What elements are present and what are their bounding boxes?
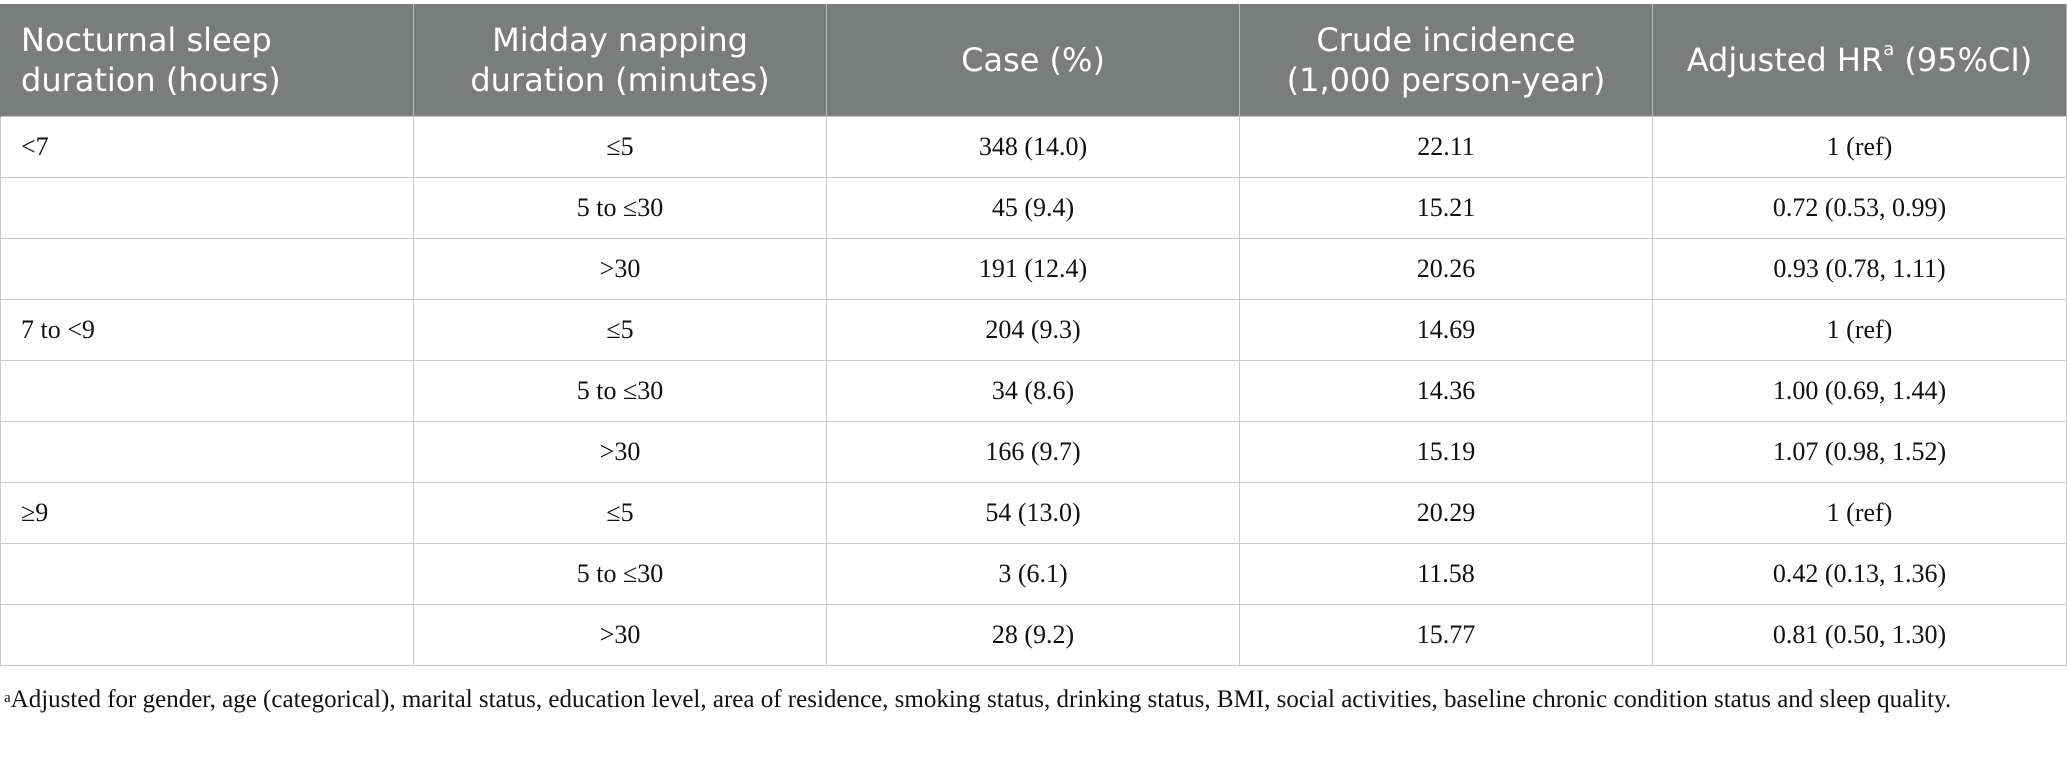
table-footnote: aAdjusted for gender, age (categorical),… [4, 682, 2054, 718]
cell-crude-incidence: 14.36 [1239, 359, 1653, 422]
cell-case: 166 (9.7) [826, 420, 1240, 483]
header-case-percent: Case (%) [826, 4, 1240, 116]
cell-adjusted-hr: 0.72 (0.53, 0.99) [1652, 176, 2067, 239]
cell-napping-duration: ≤5 [413, 115, 827, 178]
cell-adjusted-hr: 1 (ref) [1652, 115, 2067, 178]
cell-case: 191 (12.4) [826, 237, 1240, 300]
header-line: duration (hours) [21, 60, 281, 99]
cell-adjusted-hr: 1 (ref) [1652, 298, 2067, 361]
cell-nocturnal-sleep [0, 603, 414, 666]
table-row: >30 28 (9.2) 15.77 0.81 (0.50, 1.30) [0, 603, 2067, 666]
table-row: ≥9 ≤5 54 (13.0) 20.29 1 (ref) [0, 481, 2067, 544]
header-line: Crude incidence [1316, 20, 1576, 59]
cell-case: 348 (14.0) [826, 115, 1240, 178]
header-line: Midday napping [492, 20, 748, 59]
table-row: >30 166 (9.7) 15.19 1.07 (0.98, 1.52) [0, 420, 2067, 483]
cell-adjusted-hr: 1.07 (0.98, 1.52) [1652, 420, 2067, 483]
cell-nocturnal-sleep [0, 420, 414, 483]
cell-case: 54 (13.0) [826, 481, 1240, 544]
header-line: (1,000 person-year) [1286, 60, 1606, 99]
table-row: 5 to ≤30 34 (8.6) 14.36 1.00 (0.69, 1.44) [0, 359, 2067, 422]
cell-nocturnal-sleep [0, 176, 414, 239]
header-line: Case (%) [961, 40, 1105, 79]
header-midday-napping: Midday napping duration (minutes) [413, 4, 827, 116]
cell-napping-duration: >30 [413, 603, 827, 666]
cell-case: 3 (6.1) [826, 542, 1240, 605]
cell-adjusted-hr: 0.93 (0.78, 1.11) [1652, 237, 2067, 300]
footnote-marker: a [4, 690, 11, 706]
cell-crude-incidence: 22.11 [1239, 115, 1653, 178]
cell-crude-incidence: 11.58 [1239, 542, 1653, 605]
cell-case: 28 (9.2) [826, 603, 1240, 666]
cell-nocturnal-sleep: ≥9 [0, 481, 414, 544]
cell-adjusted-hr: 0.81 (0.50, 1.30) [1652, 603, 2067, 666]
table-row: 5 to ≤30 3 (6.1) 11.58 0.42 (0.13, 1.36) [0, 542, 2067, 605]
header-crude-incidence: Crude incidence (1,000 person-year) [1239, 4, 1653, 116]
cell-case: 34 (8.6) [826, 359, 1240, 422]
header-row: Nocturnal sleep duration (hours) Midday n… [0, 4, 2067, 116]
table-row: >30 191 (12.4) 20.26 0.93 (0.78, 1.11) [0, 237, 2067, 300]
header-line: Nocturnal sleep [21, 20, 272, 59]
cell-adjusted-hr: 1 (ref) [1652, 481, 2067, 544]
cell-nocturnal-sleep [0, 542, 414, 605]
table-header: Nocturnal sleep duration (hours) Midday n… [0, 4, 2067, 116]
cell-napping-duration: ≤5 [413, 298, 827, 361]
cell-crude-incidence: 20.29 [1239, 481, 1653, 544]
table-row: <7 ≤5 348 (14.0) 22.11 1 (ref) [0, 115, 2067, 178]
cell-napping-duration: 5 to ≤30 [413, 176, 827, 239]
table-row: 5 to ≤30 45 (9.4) 15.21 0.72 (0.53, 0.99) [0, 176, 2067, 239]
header-line: duration (minutes) [470, 60, 770, 99]
cell-nocturnal-sleep: 7 to <9 [0, 298, 414, 361]
cell-napping-duration: 5 to ≤30 [413, 359, 827, 422]
cell-napping-duration: 5 to ≤30 [413, 542, 827, 605]
cell-crude-incidence: 14.69 [1239, 298, 1653, 361]
cell-adjusted-hr: 0.42 (0.13, 1.36) [1652, 542, 2067, 605]
header-superscript: a [1883, 39, 1895, 61]
header-line: (95%CI) [1894, 40, 2033, 79]
cell-napping-duration: >30 [413, 420, 827, 483]
table-body: <7 ≤5 348 (14.0) 22.11 1 (ref) 5 to ≤30 45 (9.… [0, 115, 2067, 666]
cell-napping-duration: ≤5 [413, 481, 827, 544]
cell-crude-incidence: 15.19 [1239, 420, 1653, 483]
cell-nocturnal-sleep [0, 237, 414, 300]
header-nocturnal-sleep: Nocturnal sleep duration (hours) [0, 4, 414, 116]
cell-crude-incidence: 20.26 [1239, 237, 1653, 300]
results-table: Nocturnal sleep duration (hours) Midday n… [0, 4, 2067, 666]
results-table-container: Nocturnal sleep duration (hours) Midday n… [0, 4, 2067, 666]
cell-adjusted-hr: 1.00 (0.69, 1.44) [1652, 359, 2067, 422]
cell-case: 204 (9.3) [826, 298, 1240, 361]
cell-crude-incidence: 15.77 [1239, 603, 1653, 666]
footnote-text: Adjusted for gender, age (categorical), … [10, 686, 1952, 713]
cell-nocturnal-sleep [0, 359, 414, 422]
header-line: Adjusted HR [1686, 40, 1884, 79]
cell-nocturnal-sleep: <7 [0, 115, 414, 178]
header-adjusted-hr: Adjusted HRa (95%CI) [1652, 4, 2067, 116]
cell-napping-duration: >30 [413, 237, 827, 300]
cell-crude-incidence: 15.21 [1239, 176, 1653, 239]
table-row: 7 to <9 ≤5 204 (9.3) 14.69 1 (ref) [0, 298, 2067, 361]
cell-case: 45 (9.4) [826, 176, 1240, 239]
